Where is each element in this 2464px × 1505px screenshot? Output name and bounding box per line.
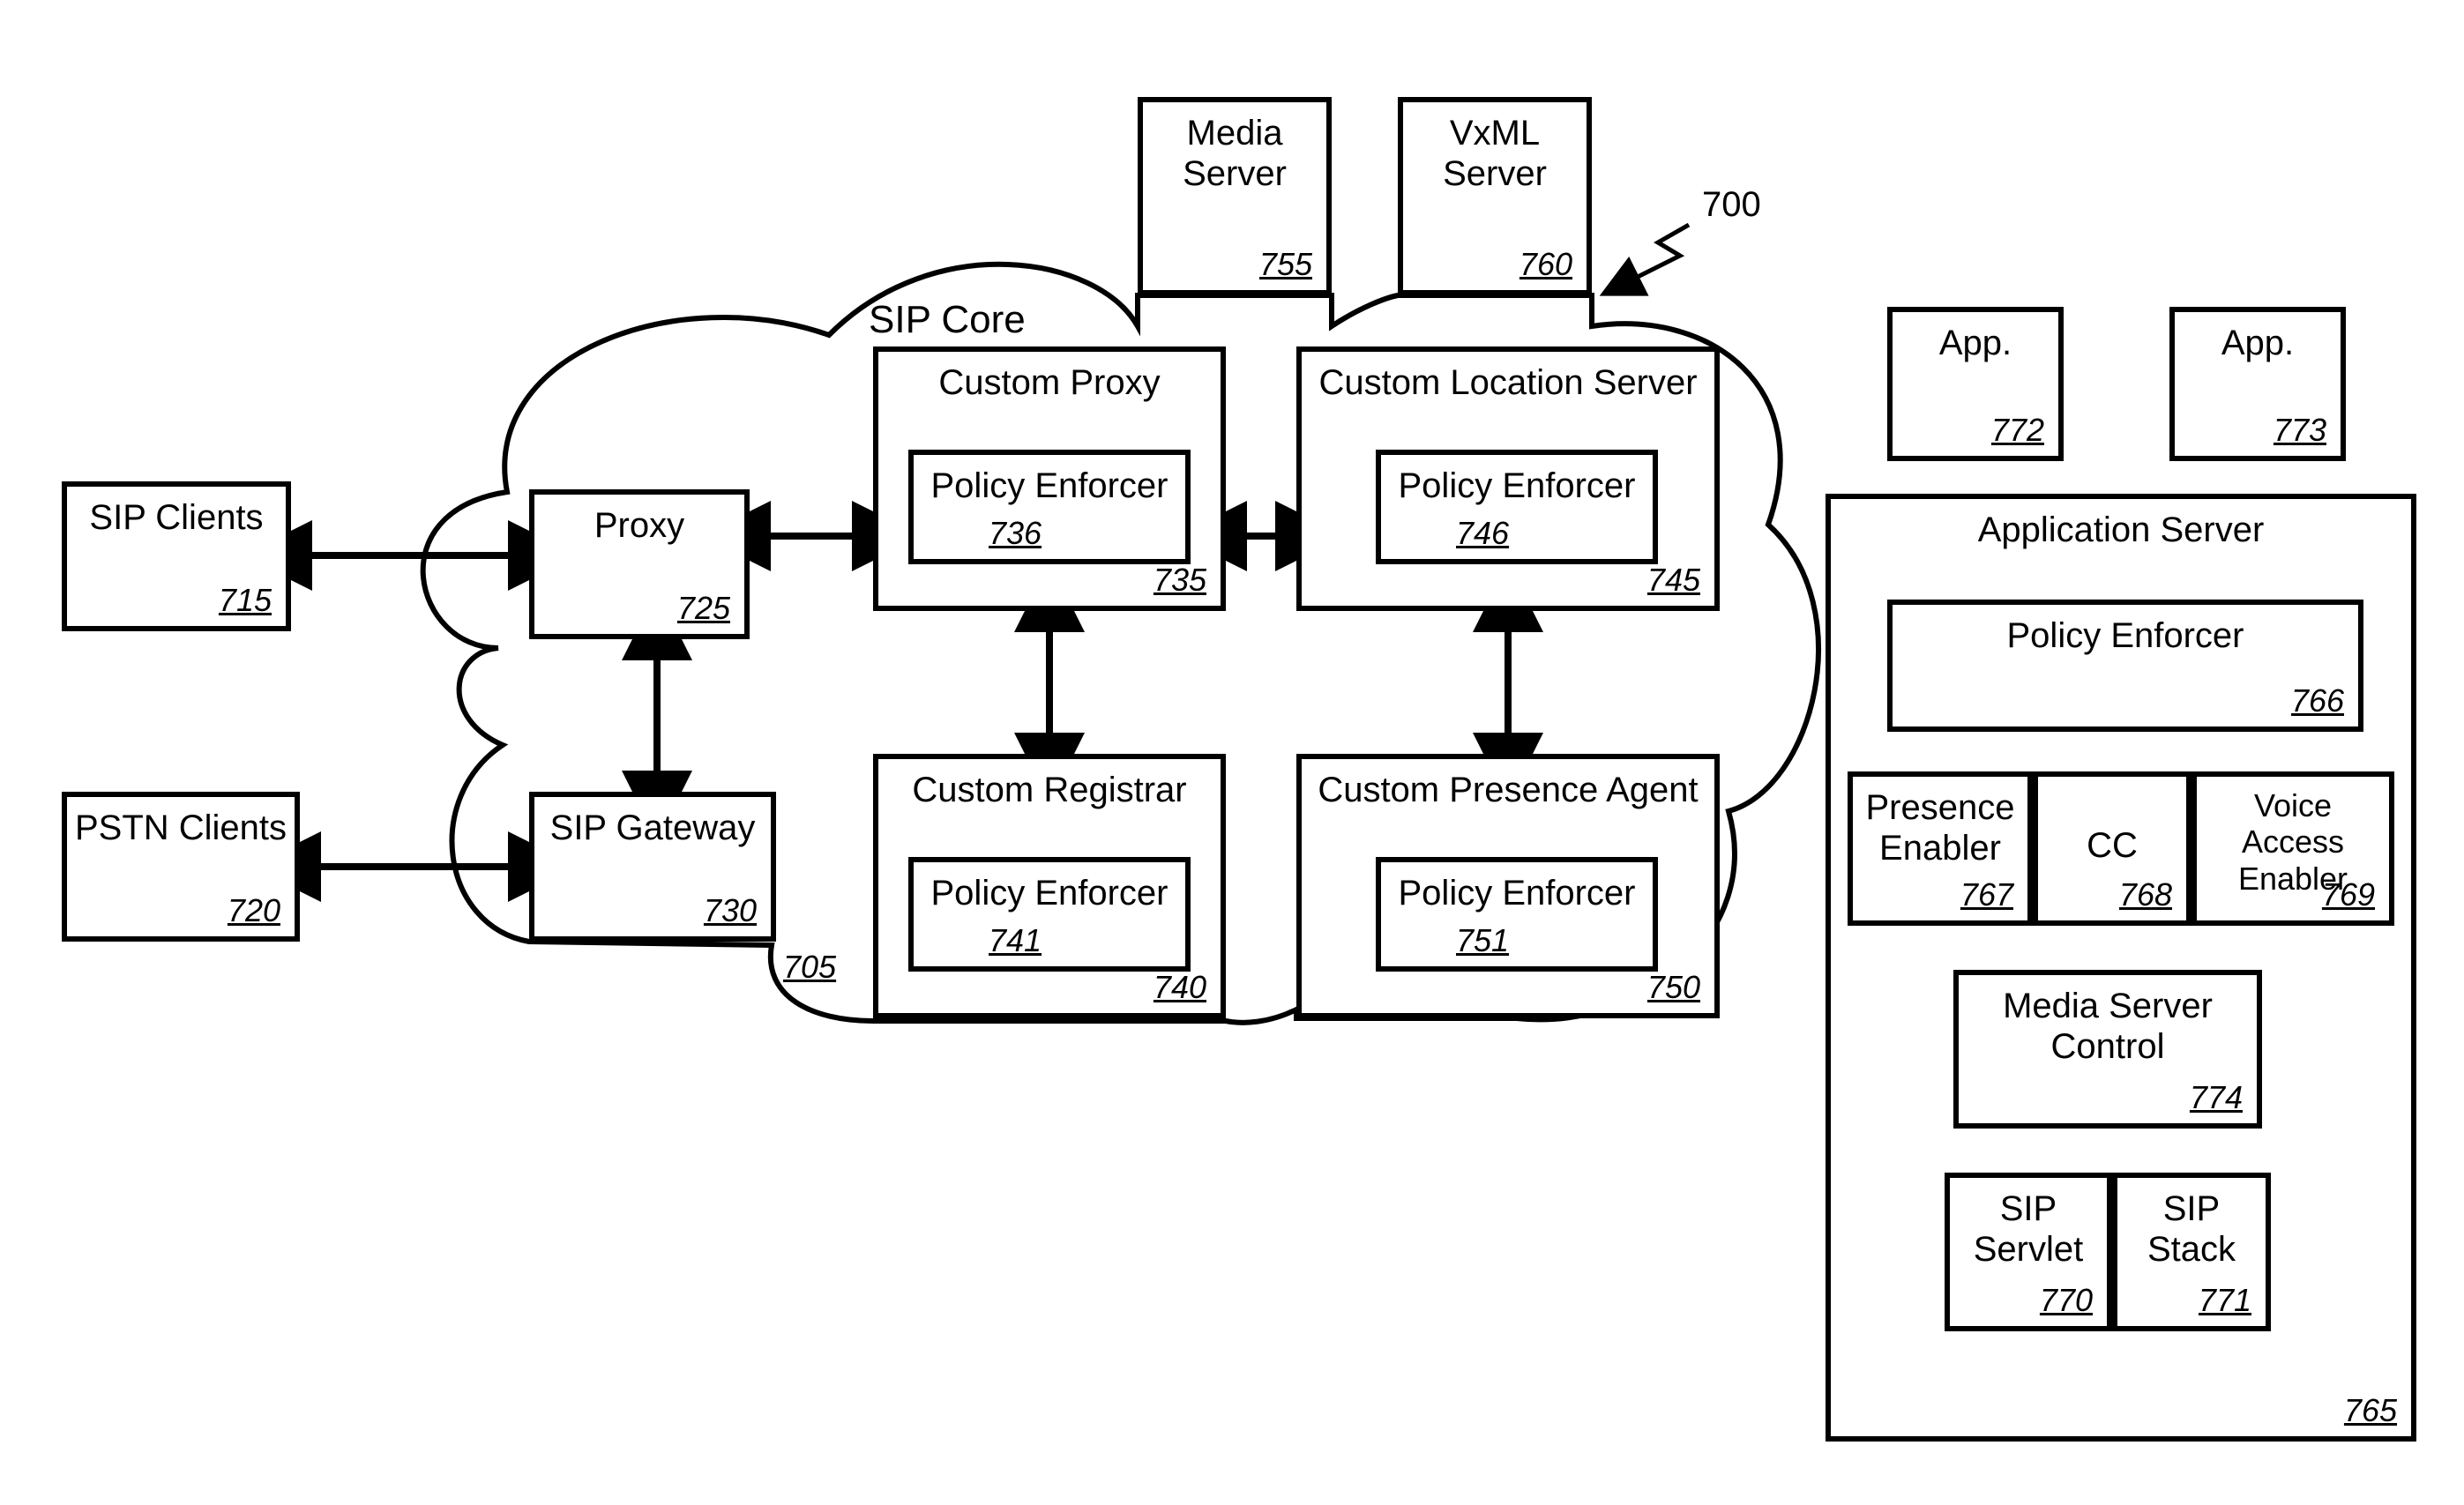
ref: 751 bbox=[1456, 922, 1578, 959]
figure-reference: 700 bbox=[1702, 185, 1761, 225]
label: Presence Enabler bbox=[1866, 787, 2015, 868]
label: Policy Enforcer bbox=[931, 466, 1169, 506]
node-app-773: App. 773 bbox=[2169, 307, 2346, 461]
ref: 730 bbox=[704, 892, 757, 929]
node-policy-enforcer-736: Policy Enforcer 736 bbox=[908, 450, 1191, 564]
label: Proxy bbox=[594, 505, 684, 546]
ref: 772 bbox=[1991, 412, 2044, 449]
node-voice-access-enabler: Voice Access Enabler769 bbox=[2191, 771, 2394, 926]
ref: 720 bbox=[228, 892, 280, 929]
ref: 736 bbox=[989, 515, 1110, 552]
ref: 735 bbox=[1154, 562, 1206, 599]
label: CC bbox=[2087, 825, 2138, 866]
label: Custom Location Server bbox=[1318, 362, 1697, 403]
ref: 741 bbox=[989, 922, 1110, 959]
ref: 766 bbox=[2291, 682, 2344, 719]
label: Policy Enforcer bbox=[1399, 466, 1636, 506]
ref: 746 bbox=[1456, 515, 1578, 552]
label: Application Server bbox=[1978, 510, 2265, 550]
label: SIP Gateway bbox=[550, 808, 756, 848]
ref: 773 bbox=[2274, 412, 2326, 449]
node-pstn-clients: PSTN Clients 720 bbox=[62, 792, 300, 942]
node-presence-enabler: Presence Enabler 767 bbox=[1848, 771, 2033, 926]
ref: 767 bbox=[1960, 876, 2013, 913]
node-policy-enforcer-746: Policy Enforcer 746 bbox=[1376, 450, 1658, 564]
label: SIP Stack bbox=[2147, 1188, 2236, 1270]
label: Policy Enforcer bbox=[2007, 615, 2244, 656]
ref: 771 bbox=[2199, 1282, 2251, 1319]
label: PSTN Clients bbox=[75, 808, 287, 848]
label: SIP Clients bbox=[89, 497, 263, 538]
label: Custom Registrar bbox=[912, 770, 1186, 810]
node-sip-clients: SIP Clients 715 bbox=[62, 481, 291, 631]
ref: 765 bbox=[2344, 1392, 2397, 1429]
sip-core-ref: 705 bbox=[783, 949, 836, 986]
node-proxy: Proxy 725 bbox=[529, 489, 750, 639]
label: VxML Server bbox=[1443, 113, 1547, 194]
node-sip-gateway: SIP Gateway 730 bbox=[529, 792, 776, 942]
label: Custom Presence Agent bbox=[1318, 770, 1698, 810]
ref: 770 bbox=[2040, 1282, 2093, 1319]
node-sip-servlet: SIP Servlet 770 bbox=[1945, 1173, 2112, 1331]
ref: 769 bbox=[2322, 876, 2375, 913]
label: Policy Enforcer bbox=[1399, 873, 1636, 913]
ref: 725 bbox=[677, 590, 730, 627]
label: Media Server bbox=[1183, 113, 1287, 194]
node-sip-stack: SIP Stack 771 bbox=[2112, 1173, 2271, 1331]
ref: 715 bbox=[219, 582, 272, 619]
ref: 750 bbox=[1647, 969, 1700, 1006]
node-vxml-server: VxML Server 760 bbox=[1398, 97, 1592, 295]
node-app-772: App. 772 bbox=[1887, 307, 2064, 461]
label: Custom Proxy bbox=[938, 362, 1160, 403]
ref: 774 bbox=[2190, 1079, 2243, 1116]
ref: 745 bbox=[1647, 562, 1700, 599]
diagram-canvas: SIP Core 705 700 SIP Clients 715 PSTN Cli… bbox=[0, 0, 2464, 1505]
ref: 740 bbox=[1154, 969, 1206, 1006]
node-policy-enforcer-751: Policy Enforcer 751 bbox=[1376, 857, 1658, 972]
label: SIP Servlet bbox=[1974, 1188, 2084, 1270]
label: App. bbox=[1939, 323, 2012, 363]
node-cc: CC 768 bbox=[2033, 771, 2191, 926]
node-media-server: Media Server 755 bbox=[1138, 97, 1332, 295]
node-policy-enforcer-741: Policy Enforcer 741 bbox=[908, 857, 1191, 972]
ref: 755 bbox=[1259, 246, 1312, 283]
node-media-server-control: Media Server Control 774 bbox=[1953, 970, 2262, 1129]
node-policy-enforcer-766: Policy Enforcer 766 bbox=[1887, 600, 2363, 732]
label: Media Server Control bbox=[2003, 986, 2213, 1067]
label: App. bbox=[2221, 323, 2294, 363]
ref: 760 bbox=[1519, 246, 1572, 283]
label: Policy Enforcer bbox=[931, 873, 1169, 913]
ref: 768 bbox=[2119, 876, 2172, 913]
sip-core-title: SIP Core bbox=[869, 298, 1026, 342]
